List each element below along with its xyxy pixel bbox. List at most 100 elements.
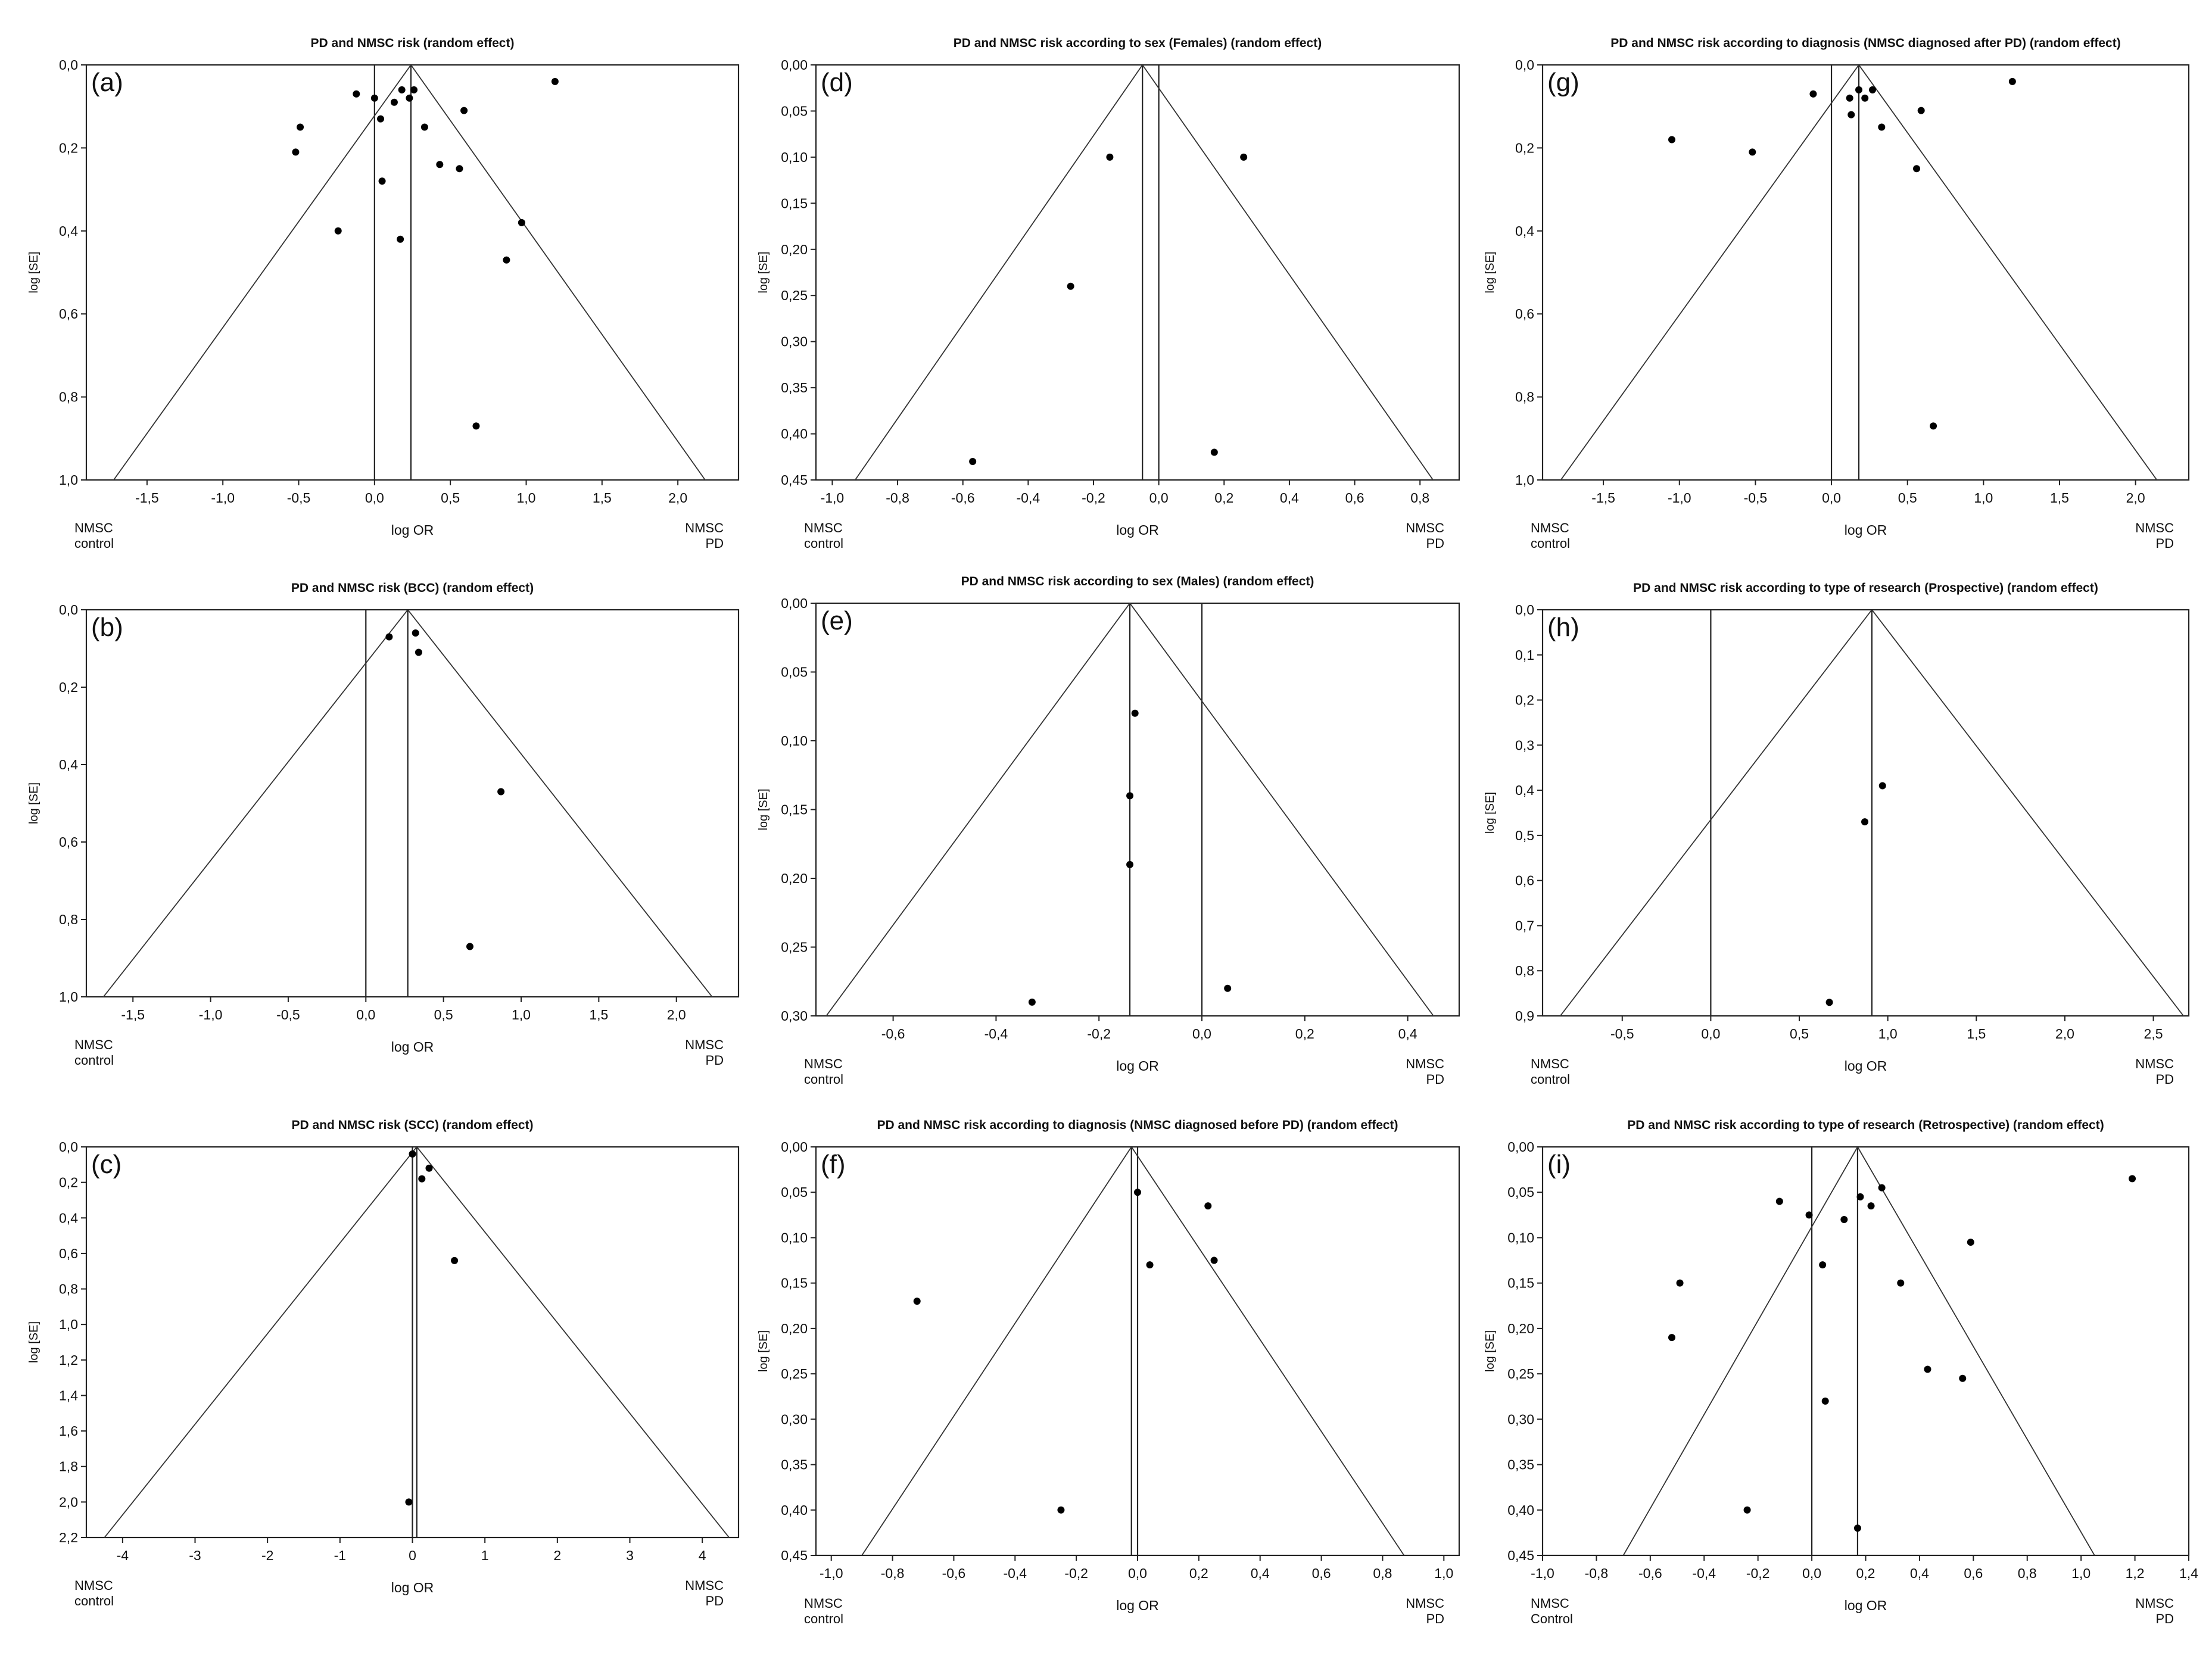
study-point bbox=[1204, 1202, 1212, 1210]
funnel-left-line bbox=[855, 65, 1143, 480]
study-point bbox=[1028, 998, 1036, 1006]
panel-label: (b) bbox=[91, 613, 123, 642]
y-tick-label: 0,20 bbox=[781, 871, 808, 886]
x-tick-label: -0,4 bbox=[985, 1026, 1008, 1041]
panel-f: PD and NMSC risk according to diagnosis … bbox=[757, 1118, 1460, 1626]
funnel-right-line bbox=[1130, 1147, 1405, 1555]
funnel-left-line bbox=[1560, 610, 1873, 1016]
study-point bbox=[418, 1175, 426, 1183]
y-tick-label: 0,0 bbox=[59, 57, 78, 73]
x-tick-label: -0,8 bbox=[881, 1566, 905, 1581]
study-point bbox=[1861, 94, 1869, 102]
study-point bbox=[1868, 86, 1876, 93]
x-tick-label: -1 bbox=[334, 1548, 346, 1563]
x-tick-label: 0,0 bbox=[1822, 490, 1841, 506]
panel-g: PD and NMSC risk according to diagnosis … bbox=[1484, 36, 2190, 551]
x-tick-label: 0,5 bbox=[434, 1007, 453, 1022]
y-tick-label: 0,5 bbox=[1515, 828, 1534, 843]
x-tick-label: 2,0 bbox=[2126, 490, 2145, 506]
x-tick-label: 1,5 bbox=[1967, 1026, 1986, 1041]
y-tick-label: 1,2 bbox=[59, 1352, 78, 1368]
y-axis-label: log [SE] bbox=[1484, 792, 1497, 834]
x-tick-label: -3 bbox=[189, 1548, 201, 1563]
study-point bbox=[1855, 86, 1863, 93]
chart-title: PD and NMSC risk (SCC) (random effect) bbox=[291, 1118, 533, 1132]
right-extreme-label: NMSC bbox=[1406, 520, 1444, 535]
study-point bbox=[1853, 1524, 1861, 1532]
funnel-left-line bbox=[1622, 1147, 1858, 1555]
x-tick-label: -1,5 bbox=[135, 490, 159, 506]
study-point bbox=[1210, 448, 1218, 456]
left-extreme-label: NMSC bbox=[1531, 1056, 1569, 1071]
study-point bbox=[1861, 818, 1869, 826]
right-extreme-label: PD bbox=[1426, 536, 1444, 551]
x-tick-label: 2,5 bbox=[2144, 1026, 2163, 1041]
chart-title: PD and NMSC risk according to sex (Males… bbox=[961, 575, 1314, 588]
study-point bbox=[1867, 1202, 1875, 1210]
x-tick-label: -0,5 bbox=[1744, 490, 1768, 506]
funnel-right-line bbox=[1142, 65, 1434, 480]
study-point bbox=[1848, 111, 1855, 118]
panel-label: (e) bbox=[821, 606, 853, 635]
y-axis-label: log [SE] bbox=[27, 1321, 40, 1363]
x-tick-label: -0,2 bbox=[1087, 1026, 1111, 1041]
x-tick-label: 1,0 bbox=[516, 490, 535, 506]
right-extreme-label: NMSC bbox=[685, 1578, 724, 1593]
y-tick-label: 0,30 bbox=[1507, 1411, 1534, 1427]
x-axis-label: log OR bbox=[391, 1580, 434, 1595]
study-point bbox=[1917, 107, 1925, 114]
study-point bbox=[456, 165, 463, 173]
x-tick-label: 2,0 bbox=[2055, 1026, 2074, 1041]
y-tick-label: 0,6 bbox=[59, 1246, 78, 1261]
study-point bbox=[1846, 94, 1853, 102]
y-axis-label: log [SE] bbox=[27, 782, 40, 824]
x-axis-label: log OR bbox=[1845, 1058, 1887, 1074]
study-point bbox=[415, 648, 422, 656]
left-extreme-label: control bbox=[1531, 536, 1570, 551]
x-tick-label: -1,5 bbox=[1591, 490, 1615, 506]
x-tick-label: 0,6 bbox=[1964, 1566, 1983, 1581]
x-tick-label: 0,6 bbox=[1345, 490, 1364, 506]
study-point bbox=[1819, 1261, 1827, 1269]
y-tick-label: 0,00 bbox=[781, 595, 808, 611]
panel-label: (f) bbox=[821, 1150, 846, 1179]
right-extreme-label: PD bbox=[705, 1593, 724, 1608]
study-point bbox=[1878, 1184, 1886, 1192]
study-point bbox=[1821, 1397, 1829, 1405]
plot-frame bbox=[1541, 1146, 2190, 1557]
plot-frame bbox=[815, 64, 1460, 481]
y-tick-label: 0,25 bbox=[781, 1366, 808, 1382]
y-tick-label: 1,0 bbox=[59, 472, 78, 488]
y-tick-label: 0,10 bbox=[1507, 1230, 1534, 1245]
x-tick-label: 1,0 bbox=[1974, 490, 1993, 506]
x-tick-label: 1,5 bbox=[589, 1007, 608, 1022]
y-tick-label: 2,2 bbox=[59, 1530, 78, 1545]
x-tick-label: 0,2 bbox=[1295, 1026, 1314, 1041]
right-extreme-label: PD bbox=[2155, 1611, 2174, 1626]
left-extreme-label: control bbox=[74, 1593, 114, 1608]
chart-title: PD and NMSC risk according to type of re… bbox=[1633, 581, 2098, 595]
left-extreme-label: NMSC bbox=[804, 1056, 843, 1071]
right-extreme-label: PD bbox=[2155, 1072, 2174, 1087]
x-tick-label: -0,2 bbox=[1746, 1566, 1770, 1581]
study-point bbox=[1240, 153, 1248, 161]
x-tick-label: 3 bbox=[626, 1548, 634, 1563]
x-tick-label: 0,4 bbox=[1280, 490, 1299, 506]
panel-e: PD and NMSC risk according to sex (Males… bbox=[757, 575, 1460, 1087]
y-tick-label: 0,05 bbox=[1507, 1184, 1534, 1200]
y-tick-label: 0,4 bbox=[1515, 782, 1534, 798]
y-tick-label: 0,45 bbox=[781, 1548, 808, 1563]
plot-area bbox=[113, 65, 706, 480]
y-tick-label: 0,8 bbox=[1515, 963, 1534, 978]
study-point bbox=[460, 107, 468, 114]
study-point bbox=[2008, 77, 2016, 85]
x-tick-label: 0,0 bbox=[1128, 1566, 1147, 1581]
plot-area bbox=[1622, 1147, 2136, 1555]
study-point bbox=[1146, 1261, 1154, 1269]
y-tick-label: 0,6 bbox=[59, 834, 78, 850]
x-tick-label: -1,0 bbox=[1668, 490, 1691, 506]
study-point bbox=[969, 458, 977, 466]
left-extreme-label: NMSC bbox=[74, 1037, 113, 1052]
y-tick-label: 1,0 bbox=[59, 1317, 78, 1332]
plot-area bbox=[855, 65, 1434, 480]
